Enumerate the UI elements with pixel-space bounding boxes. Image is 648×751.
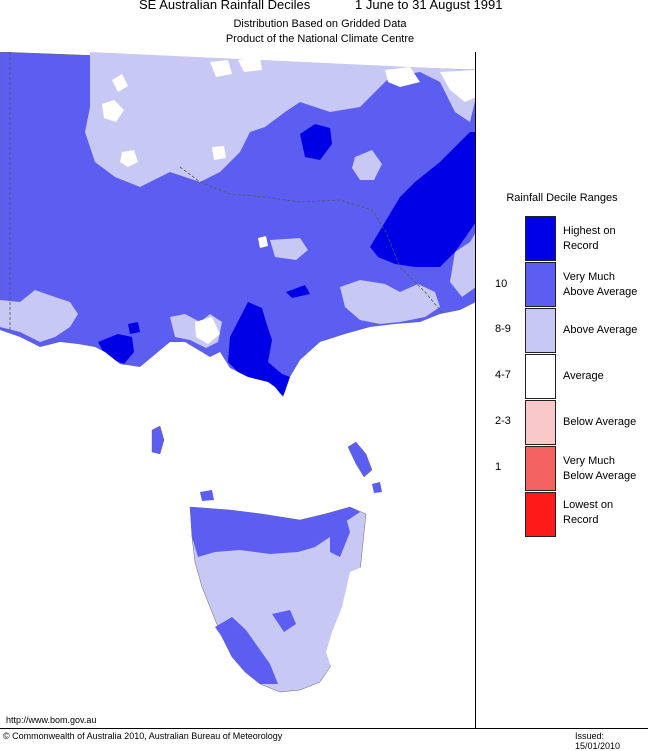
legend-label-very-much-below-line1: Very Much — [563, 455, 615, 467]
average-pocket-1 — [112, 74, 128, 92]
footer-url-link[interactable]: http://www.bom.gov.au — [6, 715, 97, 725]
legend-label-very-much-above: Very Much Above Average — [563, 270, 637, 300]
average-pocket-3 — [120, 150, 138, 167]
highest-record-dot — [128, 322, 140, 334]
average-pocket-8 — [212, 146, 226, 160]
king-island — [151, 425, 165, 455]
above-average-inland-1 — [270, 238, 308, 260]
subtitle-product-text: Product of the National Climate Centre — [225, 33, 415, 45]
legend-label-below: Below Average — [563, 416, 637, 428]
state-border — [179, 166, 451, 323]
highest-record-east — [370, 132, 476, 267]
footer-issued-date: Issued: 15/01/2010 — [575, 731, 621, 751]
legend-decile-4-7: 4-7 — [495, 369, 511, 381]
average-pocket-10 — [195, 317, 220, 344]
map-title: SE Australian Rainfall Deciles — [139, 0, 311, 12]
legend-swatch-very-much-below — [525, 446, 556, 491]
legend-swatch-average — [525, 354, 556, 399]
above-average-east — [340, 280, 440, 324]
legend-label-highest-line1: Highest on — [563, 225, 616, 237]
legend-label-lowest-line1: Lowest on — [563, 499, 614, 511]
highest-record-small — [286, 285, 310, 298]
flinders-island — [347, 441, 373, 478]
legend-label-very-much-above-line1: Very Much — [563, 271, 615, 283]
average-pocket-6 — [385, 67, 420, 87]
legend-label-lowest: Lowest on Record — [563, 498, 613, 528]
legend-label-lowest-line2: Record — [563, 514, 599, 526]
footer-copyright: © Commonwealth of Australia 2010, Austra… — [3, 731, 283, 741]
average-pocket-5 — [238, 57, 262, 72]
above-average-east-coast — [450, 232, 476, 297]
legend-label-very-much-below: Very Much Below Average — [563, 454, 636, 484]
small-island-2 — [200, 490, 214, 501]
title-row: SE Australian Rainfall Deciles 1 June to… — [0, 0, 648, 13]
tasmania-highest — [330, 514, 350, 557]
legend-divider — [475, 52, 476, 728]
above-average-west — [0, 290, 78, 342]
legend-label-highest-line2: Record — [563, 240, 599, 252]
legend-swatch-highest — [525, 216, 556, 261]
tasmania-inland-very-much — [272, 610, 296, 632]
legend-label-very-much-below-line2: Below Average — [563, 470, 637, 482]
average-pocket-4 — [210, 60, 232, 77]
above-average-north — [85, 52, 476, 187]
tasmania-southwest-very-much — [215, 617, 278, 684]
tasmania-east-average — [326, 567, 362, 670]
legend-label-average: Average — [563, 370, 604, 382]
legend-decile-10: 10 — [495, 278, 508, 290]
small-island-1 — [372, 482, 382, 493]
legend-label-very-much-above-line2: Above Average — [563, 286, 638, 298]
average-pocket-2 — [102, 100, 124, 122]
legend-title: Rainfall Decile Ranges — [506, 192, 618, 204]
average-pocket-7 — [440, 70, 476, 102]
legend-label-above: Above Average — [563, 324, 638, 336]
tasmania-north-very-much — [190, 507, 360, 557]
legend-swatch-below — [525, 400, 556, 445]
rainfall-map — [0, 52, 476, 728]
legend-swatch-above — [525, 308, 556, 353]
subtitle-product: Product of the National Climate Centre — [0, 33, 648, 45]
average-pocket-9 — [258, 236, 268, 248]
legend-swatch-lowest — [525, 492, 556, 537]
subtitle-distribution-text: Distribution Based on Gridded Data — [233, 18, 407, 30]
highest-record-south-central — [228, 302, 290, 397]
footer-divider — [0, 728, 648, 729]
rainfall-map-svg — [0, 52, 476, 728]
subtitle-distribution: Distribution Based on Gridded Data — [0, 18, 648, 30]
above-average-inland-2 — [352, 150, 382, 180]
legend-decile-1: 1 — [495, 461, 502, 473]
highest-record-north — [300, 124, 332, 160]
legend-decile-2-3: 2-3 — [495, 415, 511, 427]
map-date-range: 1 June to 31 August 1991 — [355, 0, 503, 12]
legend-swatch-very-much-above — [525, 262, 556, 307]
legend-decile-8-9: 8-9 — [495, 323, 511, 335]
legend-label-highest: Highest on Record — [563, 224, 616, 254]
